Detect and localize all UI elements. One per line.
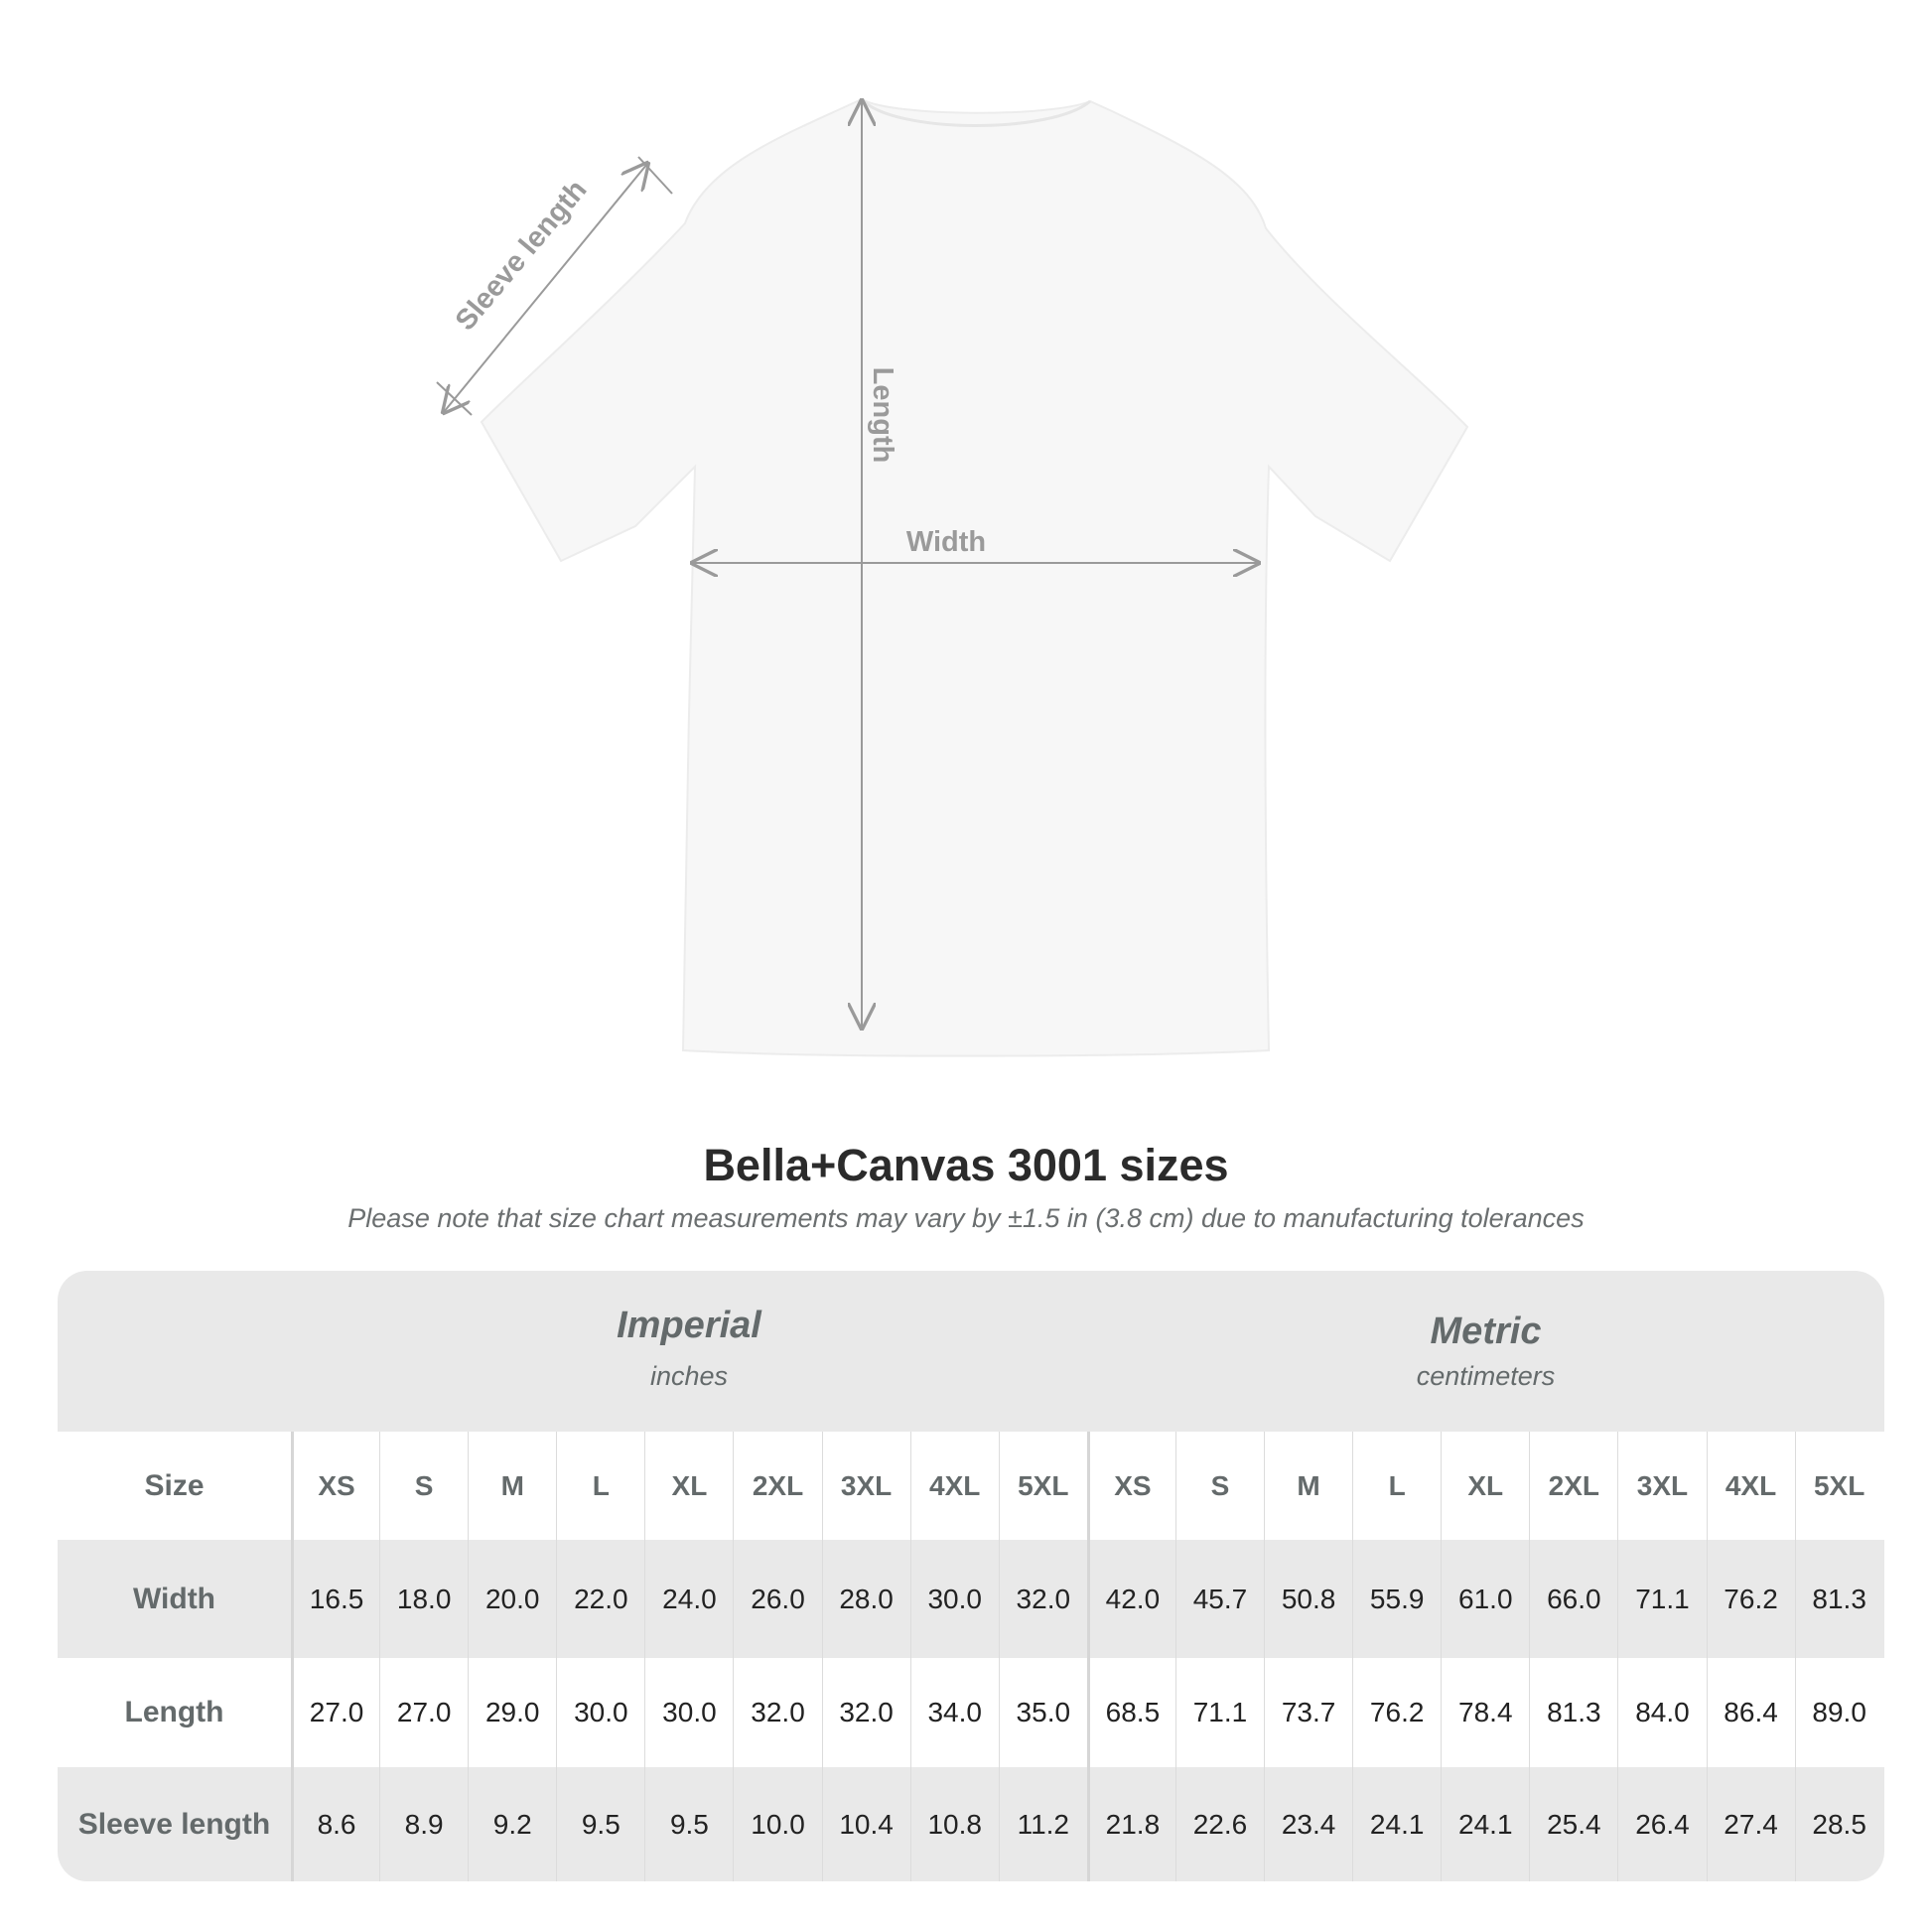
size-header-cell: L bbox=[556, 1432, 644, 1540]
table-cell: 16.5 bbox=[291, 1540, 379, 1658]
length-label: Length bbox=[867, 367, 898, 464]
size-header-cell: XS bbox=[291, 1432, 379, 1540]
row-label: Size bbox=[144, 1468, 205, 1502]
table-cell: 27.0 bbox=[379, 1658, 468, 1767]
page-title: Bella+Canvas 3001 sizes bbox=[703, 1140, 1229, 1190]
table-cell: 86.4 bbox=[1706, 1658, 1795, 1767]
size-header-cell: 3XL bbox=[1617, 1432, 1706, 1540]
table-cell: 68.5 bbox=[1086, 1658, 1175, 1767]
table-cell: 27.0 bbox=[291, 1658, 379, 1767]
table-cell: 9.5 bbox=[556, 1767, 644, 1881]
size-header-cell: 5XL bbox=[1794, 1432, 1883, 1540]
table-cell: 25.4 bbox=[1529, 1767, 1617, 1881]
table-cell: 81.3 bbox=[1794, 1540, 1883, 1658]
size-header-cell: 3XL bbox=[821, 1432, 910, 1540]
table-cell: 23.4 bbox=[1264, 1767, 1352, 1881]
width-label: Width bbox=[906, 526, 986, 558]
tolerance-note: Please note that size chart measurements… bbox=[347, 1203, 1585, 1233]
table-cell: 73.7 bbox=[1264, 1658, 1352, 1767]
imperial-unit: inches bbox=[649, 1361, 729, 1391]
table-cell: 32.0 bbox=[998, 1540, 1087, 1658]
table-cell: 30.0 bbox=[556, 1658, 644, 1767]
size-header-cell: XL bbox=[1441, 1432, 1529, 1540]
size-header-cell: S bbox=[379, 1432, 468, 1540]
size-header-cell: 4XL bbox=[909, 1432, 999, 1540]
imperial-title: Imperial bbox=[617, 1305, 761, 1346]
row-label: Sleeve length bbox=[77, 1807, 271, 1841]
table-cell: 45.7 bbox=[1174, 1540, 1264, 1658]
table-cell: 24.1 bbox=[1441, 1767, 1529, 1881]
size-header-row: Size XS S M L XL 2XL 3XL 4XL 5XL XS S M L XL 2XL 3XL 4XL 5… bbox=[58, 1432, 1884, 1540]
table-cell: 8.9 bbox=[379, 1767, 468, 1881]
row-label: Length bbox=[124, 1696, 224, 1728]
size-header-cell: 4XL bbox=[1706, 1432, 1795, 1540]
table-cell: 34.0 bbox=[909, 1658, 999, 1767]
table-cell: 84.0 bbox=[1617, 1658, 1706, 1767]
row-label: Width bbox=[132, 1582, 216, 1615]
size-header-cell: 2XL bbox=[1529, 1432, 1617, 1540]
size-header-cell: L bbox=[1352, 1432, 1441, 1540]
table-row: Width 16.5 18.0 20.0 22.0 24.0 26.0 28.0 30.0 32.… bbox=[58, 1540, 1884, 1658]
table-cell: 26.0 bbox=[733, 1540, 821, 1658]
table-cell: 24.0 bbox=[644, 1540, 733, 1658]
table-cell: 10.8 bbox=[909, 1767, 999, 1881]
table-cell: 10.4 bbox=[821, 1767, 910, 1881]
table-cell: 11.2 bbox=[998, 1767, 1087, 1881]
table-cell: 24.1 bbox=[1352, 1767, 1441, 1881]
table-cell: 76.2 bbox=[1352, 1658, 1441, 1767]
metric-group: Metric centimeters bbox=[1087, 1311, 1884, 1392]
tshirt-diagram: Sleeve length Length Width bbox=[436, 97, 1469, 1057]
table-cell: 29.0 bbox=[468, 1658, 556, 1767]
table-cell: 30.0 bbox=[644, 1658, 733, 1767]
table-cell: 8.6 bbox=[291, 1767, 379, 1881]
metric-unit: centimeters bbox=[1416, 1361, 1556, 1391]
table-cell: 71.1 bbox=[1174, 1658, 1264, 1767]
table-row: Sleeve length 8.6 8.9 9.2 9.5 9.5 10.0 10.4 10.8… bbox=[58, 1767, 1884, 1881]
table-cell: 35.0 bbox=[998, 1658, 1087, 1767]
table-cell: 28.5 bbox=[1794, 1767, 1883, 1881]
table-cell: 32.0 bbox=[733, 1658, 821, 1767]
table-cell: 10.0 bbox=[733, 1767, 821, 1881]
table-cell: 9.5 bbox=[644, 1767, 733, 1881]
size-header-cell: S bbox=[1174, 1432, 1264, 1540]
sleeve-length-arrow bbox=[444, 164, 647, 412]
size-header-cell: M bbox=[1264, 1432, 1352, 1540]
size-header-cell: 5XL bbox=[998, 1432, 1087, 1540]
table-row: Length 27.0 27.0 29.0 30.0 30.0 32.0 32.0 34.0 35… bbox=[58, 1658, 1884, 1767]
tshirt-shape bbox=[480, 97, 1469, 1057]
size-table: Imperial inches Metric centimeters Size X… bbox=[58, 1271, 1884, 1881]
size-header-cell: M bbox=[468, 1432, 556, 1540]
metric-title: Metric bbox=[1430, 1311, 1542, 1352]
table-cell: 22.6 bbox=[1174, 1767, 1264, 1881]
table-cell: 66.0 bbox=[1529, 1540, 1617, 1658]
table-header-band: Imperial inches Metric centimeters bbox=[58, 1271, 1884, 1432]
table-cell: 55.9 bbox=[1352, 1540, 1441, 1658]
table-cell: 78.4 bbox=[1441, 1658, 1529, 1767]
table-cell: 50.8 bbox=[1264, 1540, 1352, 1658]
table-cell: 42.0 bbox=[1086, 1540, 1175, 1658]
table-cell: 32.0 bbox=[821, 1658, 910, 1767]
table-cell: 81.3 bbox=[1529, 1658, 1617, 1767]
table-cell: 20.0 bbox=[468, 1540, 556, 1658]
table-cell: 89.0 bbox=[1794, 1658, 1883, 1767]
table-cell: 61.0 bbox=[1441, 1540, 1529, 1658]
table-cell: 21.8 bbox=[1086, 1767, 1175, 1881]
table-cell: 30.0 bbox=[909, 1540, 999, 1658]
table-cell: 76.2 bbox=[1706, 1540, 1795, 1658]
table-cell: 9.2 bbox=[468, 1767, 556, 1881]
table-cell: 22.0 bbox=[556, 1540, 644, 1658]
size-header-cell: XS bbox=[1086, 1432, 1175, 1540]
table-cell: 71.1 bbox=[1617, 1540, 1706, 1658]
table-cell: 26.4 bbox=[1617, 1767, 1706, 1881]
table-cell: 28.0 bbox=[821, 1540, 910, 1658]
size-header-cell: XL bbox=[644, 1432, 733, 1540]
size-header-cell: 2XL bbox=[733, 1432, 821, 1540]
table-cell: 27.4 bbox=[1706, 1767, 1795, 1881]
imperial-group: Imperial inches bbox=[291, 1305, 1087, 1392]
table-cell: 18.0 bbox=[379, 1540, 468, 1658]
